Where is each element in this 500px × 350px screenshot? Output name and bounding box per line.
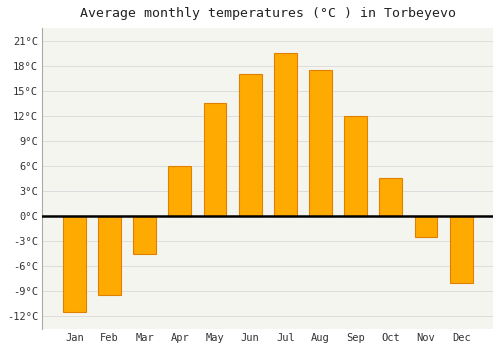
Bar (450, 216, 472, 283)
Bar (309, 70, 332, 216)
Bar (98, 216, 121, 295)
Bar (204, 103, 227, 216)
Bar (63, 216, 86, 312)
Bar (133, 216, 156, 254)
Title: Average monthly temperatures (°C ) in Torbeyevo: Average monthly temperatures (°C ) in To… (80, 7, 456, 20)
Bar (168, 166, 191, 216)
Bar (344, 116, 367, 216)
Bar (238, 74, 262, 216)
Bar (274, 53, 296, 216)
Bar (380, 178, 402, 216)
Bar (414, 216, 438, 237)
